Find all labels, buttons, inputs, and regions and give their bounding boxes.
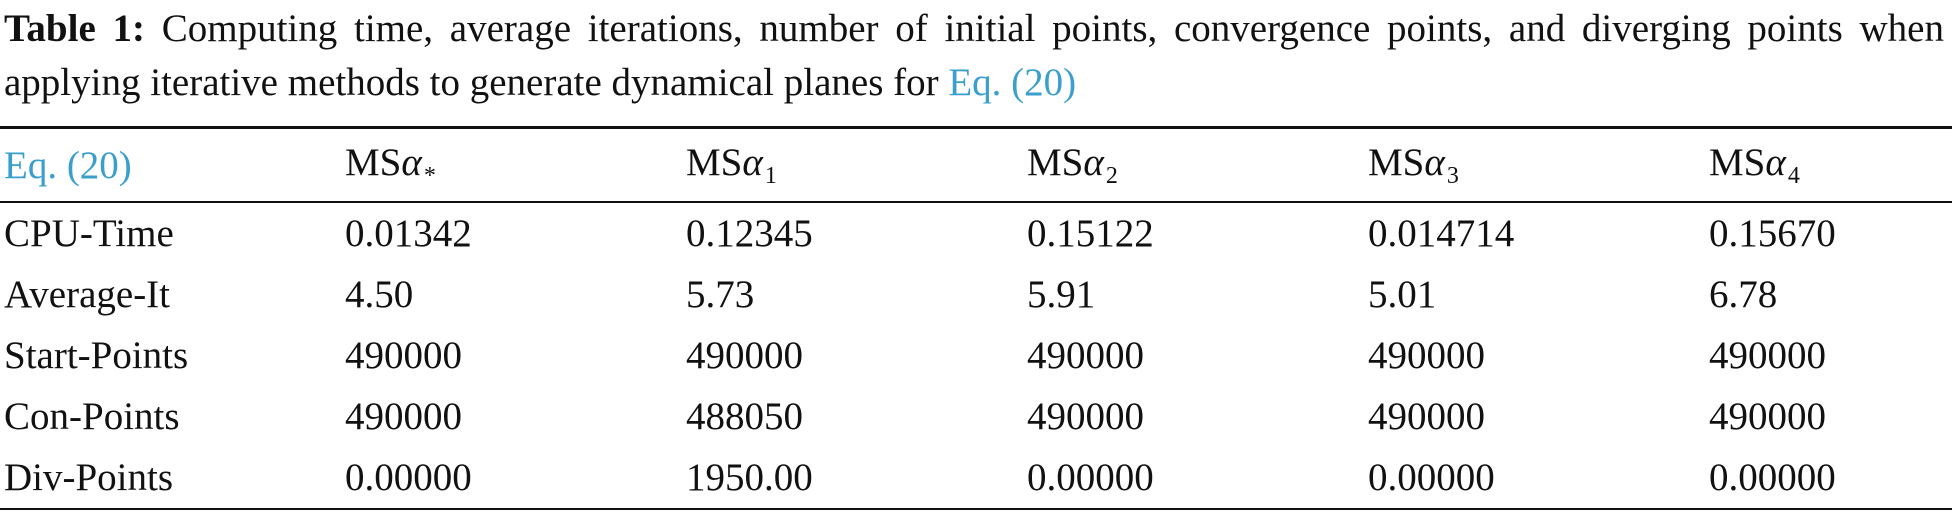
column-header-subscript: *: [423, 163, 436, 189]
column-header-symbol: α: [1424, 141, 1445, 184]
table-cell: 490000: [686, 334, 803, 377]
column-header-symbol: α: [1765, 141, 1786, 184]
table-cell: 6.78: [1709, 273, 1778, 316]
table-cell: 490000: [1027, 334, 1144, 377]
table-header-row: Eq. (20) MSα* MSα1 MSα2 MSα3 MSα4: [0, 127, 1952, 203]
column-header-prefix: MS: [1368, 141, 1425, 184]
column-header-prefix: MS: [1027, 141, 1084, 184]
table-row: Start-Points 490000 490000 490000 490000…: [0, 325, 1952, 386]
column-header: MSα3: [1364, 128, 1705, 203]
row-label: Con-Points: [4, 395, 180, 438]
table-cell: 0.00000: [1709, 456, 1836, 499]
column-header: MSα1: [682, 128, 1023, 203]
column-header-prefix: MS: [1709, 141, 1766, 184]
table-cell: 490000: [1027, 395, 1144, 438]
table-cell: 5.73: [686, 273, 755, 316]
table-cell: 0.01342: [345, 212, 472, 255]
column-header-subscript: 4: [1787, 163, 1800, 189]
corner-header[interactable]: Eq. (20): [0, 128, 341, 203]
table-cell: 490000: [1368, 395, 1485, 438]
table-cell: 1950.00: [686, 456, 813, 499]
table-cell: 4.50: [345, 273, 414, 316]
table-row: Div-Points 0.00000 1950.00 0.00000 0.000…: [0, 447, 1952, 509]
table-row: Con-Points 490000 488050 490000 490000 4…: [0, 386, 1952, 447]
table-cell: 490000: [1368, 334, 1485, 377]
table-cell: 490000: [345, 334, 462, 377]
row-label: Div-Points: [4, 456, 174, 499]
row-label: Start-Points: [4, 334, 189, 377]
caption-equation-link[interactable]: Eq. (20): [948, 61, 1077, 104]
table-cell: 490000: [345, 395, 462, 438]
caption-label: Table 1:: [4, 7, 145, 50]
corner-equation-link[interactable]: Eq. (20): [4, 143, 132, 187]
table-cell: 0.15670: [1709, 212, 1836, 255]
row-label: CPU-Time: [4, 212, 174, 255]
table-cell: 488050: [686, 395, 803, 438]
table-cell: 0.00000: [345, 456, 472, 499]
table-cell: 0.014714: [1368, 212, 1515, 255]
column-header: MSα2: [1023, 128, 1364, 203]
column-header-subscript: 3: [1446, 163, 1459, 189]
column-header-symbol: α: [1083, 141, 1104, 184]
table-cell: 5.91: [1027, 273, 1096, 316]
caption-text: Computing time, average iterations, numb…: [4, 7, 1944, 104]
results-table: Eq. (20) MSα* MSα1 MSα2 MSα3 MSα4 CPU-Ti…: [0, 126, 1952, 510]
table-cell: 490000: [1709, 395, 1826, 438]
table-cell: 0.15122: [1027, 212, 1154, 255]
row-label: Average-It: [4, 273, 170, 316]
column-header-prefix: MS: [686, 141, 743, 184]
table-cell: 0.00000: [1368, 456, 1495, 499]
column-header-subscript: 1: [764, 163, 777, 189]
table-row: CPU-Time 0.01342 0.12345 0.15122 0.01471…: [0, 202, 1952, 264]
table-row: Average-It 4.50 5.73 5.91 5.01 6.78: [0, 264, 1952, 325]
table-cell: 5.01: [1368, 273, 1437, 316]
column-header: MSα*: [341, 128, 682, 203]
table-caption: Table 1: Computing time, average iterati…: [4, 0, 1944, 110]
column-header-subscript: 2: [1105, 163, 1118, 189]
table-cell: 0.00000: [1027, 456, 1154, 499]
column-header-symbol: α: [401, 141, 422, 184]
column-header-symbol: α: [742, 141, 763, 184]
column-header: MSα4: [1705, 128, 1952, 203]
column-header-prefix: MS: [345, 141, 402, 184]
table-cell: 490000: [1709, 334, 1826, 377]
table-cell: 0.12345: [686, 212, 813, 255]
